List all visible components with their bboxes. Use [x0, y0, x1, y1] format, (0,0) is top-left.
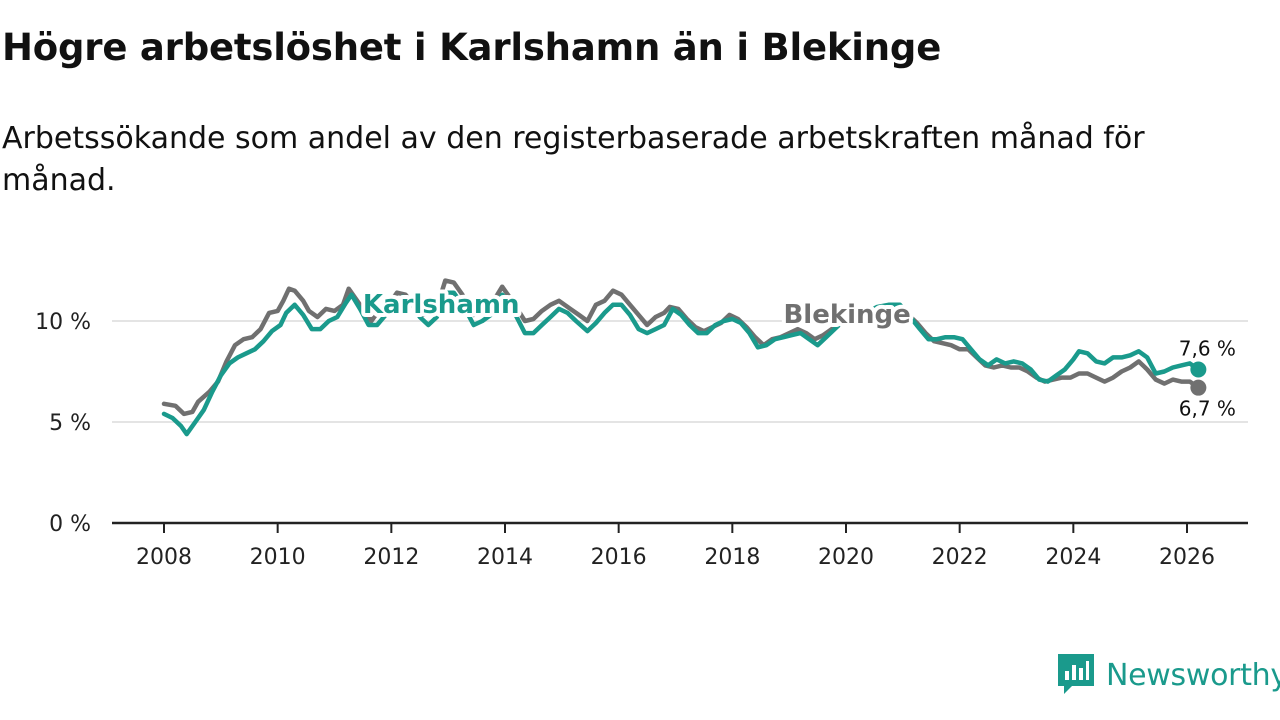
end-value-label-karlshamn: 7,6 %	[1179, 336, 1236, 360]
x-tick-label: 2022	[932, 545, 988, 570]
series-lines	[161, 278, 1207, 437]
x-tick-label: 2008	[136, 545, 192, 570]
y-tick-label: 10 %	[35, 310, 91, 335]
y-tick-label: 5 %	[49, 411, 91, 436]
brand-name: Newsworthy	[1106, 657, 1280, 693]
y-axis: 0 % 5 % 10 %	[35, 310, 91, 537]
endpoint-marker-blekinge	[1190, 379, 1207, 396]
newsworthy-logo: Newsworthy	[1058, 654, 1280, 696]
x-tick-label: 2024	[1045, 545, 1101, 570]
chart-title: Högre arbetslöshet i Karlshamn än i Blek…	[2, 26, 942, 69]
end-value-label-blekinge: 6,7 %	[1179, 397, 1236, 421]
gridlines	[112, 320, 1248, 423]
series-labels: Blekinge 6,7 % Karlshamn 7,6 %	[359, 286, 1239, 423]
x-axis: 2008 2010 2012 2014 2016 2018 2020 2022 2024 2026	[112, 521, 1248, 570]
newsworthy-logo-icon	[1058, 654, 1094, 694]
chart-subtitle: Arbetssökande som andel av den registerb…	[2, 121, 1145, 198]
series-line-karlshamn	[161, 290, 1201, 437]
series-label-karlshamn: Karlshamn	[363, 290, 520, 320]
x-tick-label: 2020	[818, 545, 874, 570]
y-tick-label: 0 %	[49, 512, 91, 537]
series-label-blekinge: Blekinge	[783, 300, 910, 330]
x-tick-label: 2026	[1159, 545, 1215, 570]
x-tick-label: 2018	[704, 545, 760, 570]
x-tick-label: 2014	[477, 545, 533, 570]
series-line-blekinge	[161, 278, 1201, 417]
x-tick-label: 2012	[363, 545, 419, 570]
x-tick-label: 2016	[591, 545, 647, 570]
endpoint-marker-karlshamn	[1190, 361, 1207, 378]
x-tick-label: 2010	[250, 545, 306, 570]
